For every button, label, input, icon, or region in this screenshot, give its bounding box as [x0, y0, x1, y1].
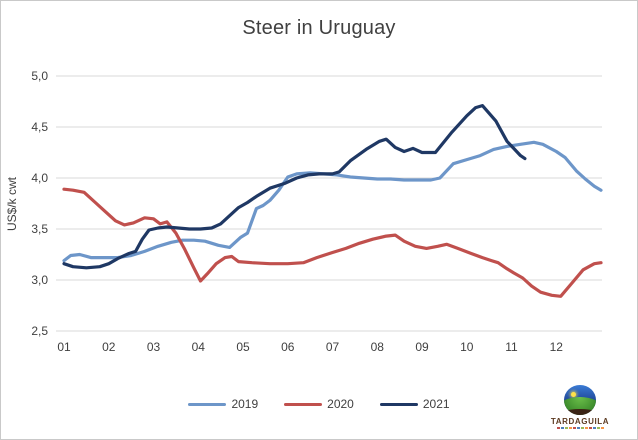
logo-subtitle-block — [576, 427, 580, 429]
logo-subtitle-block — [564, 427, 568, 429]
legend-swatch-2019 — [188, 402, 227, 406]
x-tick-label: 01 — [57, 340, 71, 354]
series-line-2019 — [62, 140, 603, 263]
y-tick-label: 3,0 — [31, 273, 48, 287]
logo-subtitle-block — [568, 427, 572, 429]
legend-label: 2021 — [422, 397, 450, 411]
series-line-2020 — [62, 187, 603, 298]
legend-swatch-2021 — [379, 402, 418, 406]
x-tick-label: 11 — [505, 340, 518, 354]
x-tick-label: 04 — [192, 340, 206, 354]
legend-item-2019: 2019 — [188, 397, 258, 411]
sun-icon — [571, 392, 576, 397]
x-tick-label: 08 — [371, 340, 385, 354]
x-tick-label: 09 — [415, 340, 429, 354]
logo-subtitle-block — [596, 427, 600, 429]
tardaguila-logo: TARDAGUILA — [545, 385, 615, 429]
legend-item-2021: 2021 — [379, 397, 450, 411]
x-tick-label: 06 — [281, 340, 295, 354]
ground-shape — [564, 409, 596, 415]
globe-landscape-icon — [564, 385, 596, 415]
y-axis-title: US$/k cwt — [5, 177, 19, 232]
logo-subtitle-block — [580, 427, 584, 429]
logo-subtitle-block — [584, 427, 588, 429]
logo-subtitle-block — [556, 427, 560, 429]
legend-label: 2020 — [327, 397, 354, 411]
x-tick-label: 12 — [550, 340, 564, 354]
legend-label: 2019 — [231, 397, 259, 411]
y-tick-label: 4,5 — [31, 120, 48, 134]
logo-subtitle-blocks — [556, 427, 604, 429]
x-tick-label: 02 — [102, 340, 116, 354]
y-tick-label: 4,0 — [31, 171, 48, 185]
logo-subtitle-block — [600, 427, 604, 429]
y-tick-label: 3,5 — [31, 222, 48, 236]
legend-swatch-2020 — [284, 402, 323, 406]
y-tick-label: 5,0 — [31, 69, 48, 83]
chart-legend: 2019 2020 2021 — [1, 397, 637, 411]
logo-subtitle-block — [592, 427, 596, 429]
x-tick-label: 03 — [147, 340, 161, 354]
x-tick-label: 05 — [236, 340, 250, 354]
x-tick-label: 10 — [460, 340, 474, 354]
logo-subtitle-block — [560, 427, 564, 429]
logo-name: TARDAGUILA — [550, 417, 610, 426]
y-tick-label: 2,5 — [31, 324, 48, 338]
x-tick-label: 07 — [326, 340, 340, 354]
legend-item-2020: 2020 — [284, 397, 354, 411]
logo-subtitle-block — [572, 427, 576, 429]
chart-title: Steer in Uruguay — [242, 17, 396, 39]
logo-subtitle-block — [588, 427, 592, 429]
series-line-2021 — [62, 103, 527, 270]
